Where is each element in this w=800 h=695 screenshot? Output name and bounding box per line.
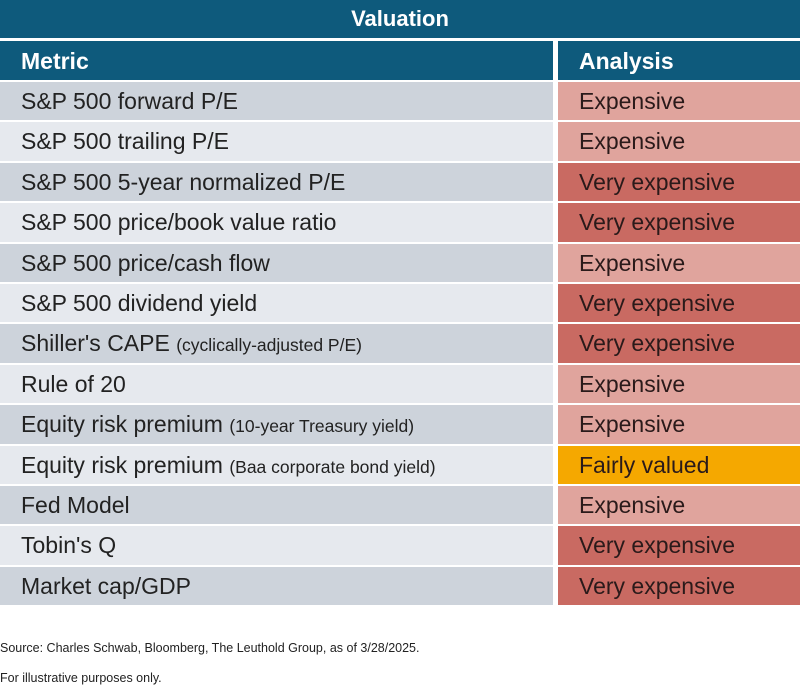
table-row: Rule of 20 Expensive	[0, 364, 800, 404]
metric-cell: Market cap/GDP	[0, 566, 553, 606]
metric-cell: S&P 500 price/cash flow	[0, 243, 553, 282]
metric-label: Tobin's Q	[21, 532, 117, 559]
table-row: Market cap/GDP Very expensive	[0, 566, 800, 606]
metric-cell: Equity risk premium (Baa corporate bond …	[0, 445, 553, 484]
table-row: Fed Model Expensive	[0, 485, 800, 525]
metric-cell: Rule of 20	[0, 364, 553, 404]
table-row: S&P 500 price/cash flow Expensive	[0, 243, 800, 282]
analysis-cell: Very expensive	[558, 283, 800, 323]
table-row: S&P 500 dividend yield Very expensive	[0, 283, 800, 323]
analysis-cell: Expensive	[558, 405, 800, 444]
analysis-cell: Very expensive	[558, 566, 800, 606]
metric-cell: Shiller's CAPE (cyclically-adjusted P/E)	[0, 324, 553, 363]
table-row: S&P 500 5-year normalized P/E Very expens…	[0, 162, 800, 202]
analysis-cell: Expensive	[558, 485, 800, 525]
analysis-cell: Expensive	[558, 364, 800, 404]
analysis-column-header: Analysis	[558, 41, 800, 80]
metric-cell: Fed Model	[0, 485, 553, 525]
disclaimer: For illustrative purposes only.	[0, 671, 162, 685]
metric-label: Equity risk premium	[21, 451, 223, 478]
metric-cell: S&P 500 price/book value ratio	[0, 203, 553, 242]
metric-note: (Baa corporate bond yield)	[229, 456, 436, 477]
analysis-cell: Very expensive	[558, 162, 800, 202]
analysis-cell: Fairly valued	[558, 445, 800, 484]
metric-cell: S&P 500 forward P/E	[0, 82, 553, 121]
metric-label: S&P 500 dividend yield	[21, 289, 258, 316]
metric-label: S&P 500 forward P/E	[21, 88, 238, 114]
table-row: Tobin's Q Very expensive	[0, 526, 800, 565]
metric-label: Market cap/GDP	[21, 572, 191, 599]
metric-label: S&P 500 trailing P/E	[21, 128, 229, 155]
analysis-cell: Very expensive	[558, 526, 800, 565]
source-note: Source: Charles Schwab, Bloomberg, The L…	[0, 641, 420, 655]
metric-label: Fed Model	[21, 491, 130, 518]
metric-cell: S&P 500 dividend yield	[0, 283, 553, 323]
analysis-cell: Very expensive	[558, 203, 800, 242]
metric-note: (10-year Treasury yield)	[229, 416, 415, 437]
table-row: S&P 500 trailing P/E Expensive	[0, 122, 800, 161]
metric-column-header: Metric	[0, 41, 553, 80]
metric-label: S&P 500 price/cash flow	[21, 249, 270, 276]
table-row: S&P 500 price/book value ratio Very expen…	[0, 203, 800, 242]
metric-label: S&P 500 price/book value ratio	[21, 209, 337, 236]
table-row: Equity risk premium (Baa corporate bond …	[0, 445, 800, 484]
table-row: Shiller's CAPE (cyclically-adjusted P/E)…	[0, 324, 800, 363]
metric-label: Shiller's CAPE	[21, 330, 170, 357]
analysis-cell: Expensive	[558, 243, 800, 282]
metric-label: Rule of 20	[21, 370, 126, 397]
metric-label: Equity risk premium	[21, 411, 223, 438]
metric-note: (cyclically-adjusted P/E)	[176, 335, 362, 356]
table-title: Valuation	[0, 0, 800, 38]
metric-cell: Tobin's Q	[0, 526, 553, 565]
analysis-cell: Very expensive	[558, 324, 800, 363]
metric-cell: S&P 500 trailing P/E	[0, 122, 553, 161]
metric-cell: Equity risk premium (10-year Treasury yi…	[0, 405, 553, 444]
metric-label: S&P 500 5-year normalized P/E	[21, 168, 346, 195]
analysis-cell: Expensive	[558, 82, 800, 121]
metric-cell: S&P 500 5-year normalized P/E	[0, 162, 553, 202]
table-row: Equity risk premium (10-year Treasury yi…	[0, 405, 800, 444]
table-row: S&P 500 forward P/E Expensive	[0, 82, 800, 121]
valuation-table-body: S&P 500 forward P/E Expensive S&P 500 trai…	[0, 82, 800, 607]
analysis-cell: Expensive	[558, 122, 800, 161]
